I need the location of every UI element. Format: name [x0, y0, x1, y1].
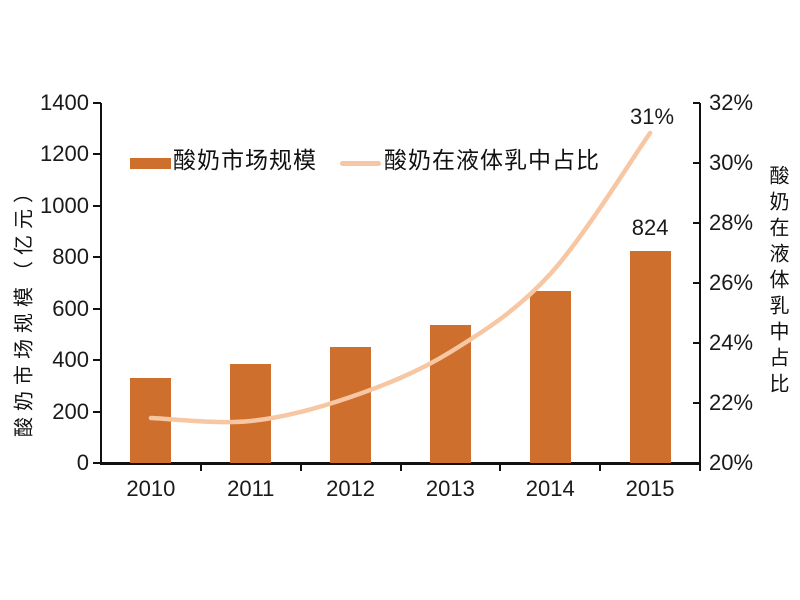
y-left-tick-label: 400: [52, 347, 89, 373]
left-axis-tick: [93, 256, 101, 259]
x-tick-label-2015: 2015: [625, 476, 675, 501]
y-left-tick-label: 600: [52, 295, 89, 321]
left-axis-tick: [93, 102, 101, 104]
left-axis-tick: [93, 410, 101, 413]
left-axis-tick: [93, 204, 101, 207]
y-right-tick-label: 26%: [709, 270, 754, 295]
y-left-tick-label: 200: [52, 398, 89, 424]
legend-label-share: 酸奶在液体乳中占比: [384, 148, 600, 174]
y-left-tick-label: 800: [52, 244, 89, 270]
y-right-tick-label: 30%: [709, 150, 754, 175]
x-tick-label-2012: 2012: [326, 476, 376, 501]
legend-bar-swatch: [130, 158, 171, 169]
x-tick-label-2014: 2014: [525, 476, 575, 501]
left-axis-tick: [93, 153, 101, 156]
y-right-tick-label: 20%: [709, 450, 754, 475]
right-axis-title: 酸奶在液体乳中占比: [766, 165, 790, 399]
y-right-tick-label: 22%: [709, 390, 754, 415]
y-right-tick-label: 28%: [709, 210, 754, 235]
legend-label-market-size: 酸奶市场规模: [173, 148, 317, 174]
left-axis-tick: [93, 462, 101, 464]
x-axis-tick: [199, 464, 202, 471]
x-tick-label-2010: 2010: [126, 476, 176, 501]
right-axis-tick: [693, 462, 700, 464]
right-axis-tick: [693, 402, 700, 404]
y-right-tick-label: 24%: [709, 330, 754, 355]
bar-2013: [429, 325, 471, 463]
right-axis-line: [699, 103, 701, 463]
x-tick-label-2011: 2011: [227, 476, 275, 501]
bar-value-label: 824: [631, 215, 669, 241]
x-axis-tick: [699, 464, 701, 471]
line-value-label: 31%: [630, 104, 675, 129]
bar-2011: [230, 363, 272, 463]
x-axis-tick: [499, 464, 502, 471]
x-axis-tick: [399, 464, 402, 471]
bar-2014: [529, 290, 571, 463]
bar-2015: [629, 251, 671, 463]
right-axis-tick: [693, 222, 700, 224]
right-axis-tick: [693, 342, 700, 344]
left-axis-line: [100, 103, 102, 463]
x-axis-tick: [599, 464, 602, 471]
x-axis-tick: [299, 464, 302, 471]
y-left-tick-label: 1200: [40, 141, 89, 167]
x-axis-line: [100, 462, 701, 465]
left-axis-tick: [93, 359, 101, 362]
legend-line-swatch: [340, 161, 381, 166]
bar-2012: [330, 346, 372, 463]
y-left-tick-label: 0: [76, 450, 89, 475]
left-axis-tick: [93, 307, 101, 310]
y-left-tick-label: 1400: [40, 90, 89, 115]
x-tick-label-2013: 2013: [425, 476, 475, 501]
right-axis-tick: [693, 282, 700, 284]
y-right-tick-label: 32%: [709, 90, 754, 115]
y-left-tick-label: 1000: [40, 192, 89, 218]
share-trend-line: [148, 130, 653, 425]
right-axis-tick: [693, 162, 700, 164]
right-axis-tick: [693, 102, 700, 104]
